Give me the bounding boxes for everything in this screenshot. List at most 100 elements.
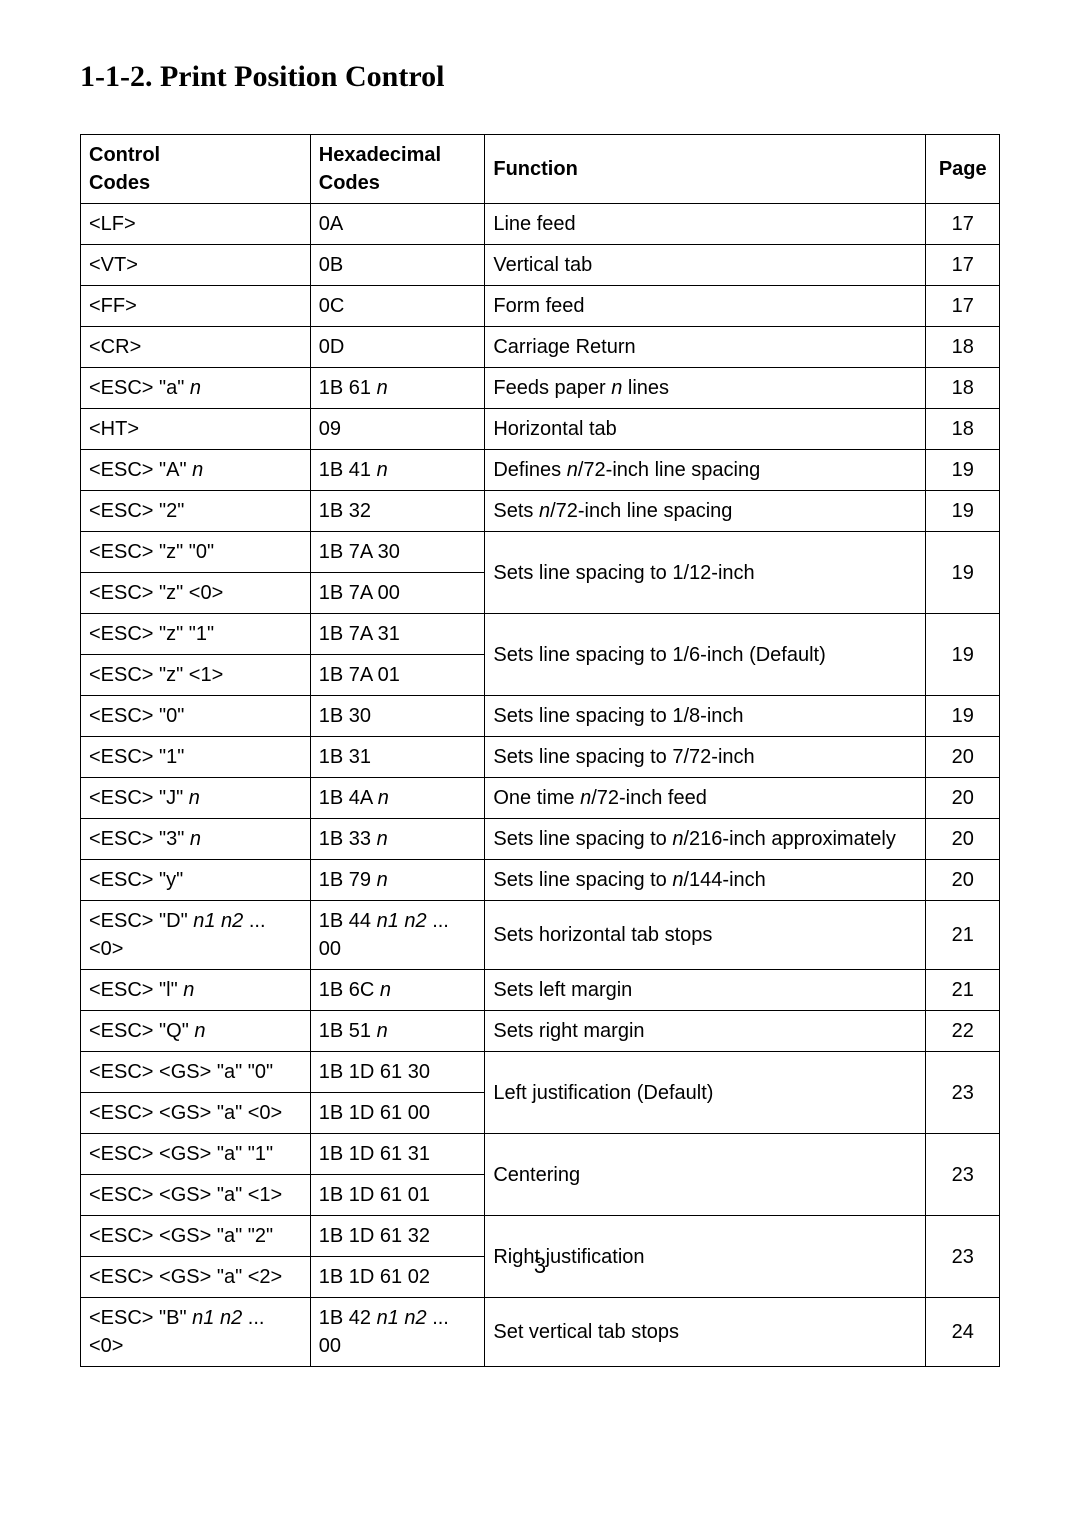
table-row: <LF>0ALine feed17	[81, 204, 1000, 245]
header-page: Page	[926, 135, 1000, 204]
cell-fn: Centering	[485, 1134, 926, 1216]
cell-fn: Sets n/72-inch line spacing	[485, 491, 926, 532]
cell-codes: <ESC> <GS> "a" "1"<ESC> <GS> "a" <1>	[81, 1134, 311, 1216]
cell-hex: 1B 51 n	[310, 1011, 485, 1052]
cell-hex: 1B 61 n	[310, 368, 485, 409]
cell-fn: Feeds paper n lines	[485, 368, 926, 409]
cell-hex: 0B	[310, 245, 485, 286]
table-row: <FF>0CForm feed17	[81, 286, 1000, 327]
cell-page: 19	[926, 696, 1000, 737]
cell-hex: 1B 4A n	[310, 778, 485, 819]
cell-codes: <ESC> "1"	[81, 737, 311, 778]
cell-hex: 0C	[310, 286, 485, 327]
cell-page: 20	[926, 737, 1000, 778]
cell-codes: <VT>	[81, 245, 311, 286]
cell-hex: 1B 7A 311B 7A 01	[310, 614, 485, 696]
command-table: ControlCodes HexadecimalCodes Function P…	[80, 134, 1000, 1367]
table-row: <ESC> "l" n1B 6C nSets left margin21	[81, 970, 1000, 1011]
cell-fn: Form feed	[485, 286, 926, 327]
cell-page: 20	[926, 778, 1000, 819]
cell-codes: <FF>	[81, 286, 311, 327]
cell-page: 19	[926, 614, 1000, 696]
cell-fn: Carriage Return	[485, 327, 926, 368]
cell-fn: Sets line spacing to 1/6-inch (Default)	[485, 614, 926, 696]
cell-codes: <ESC> "3" n	[81, 819, 311, 860]
cell-codes: <ESC> "z" "0"<ESC> "z" <0>	[81, 532, 311, 614]
table-row: <ESC> "1"1B 31Sets line spacing to 7/72-…	[81, 737, 1000, 778]
cell-page: 19	[926, 450, 1000, 491]
cell-hex: 1B 33 n	[310, 819, 485, 860]
cell-codes: <ESC> "2"	[81, 491, 311, 532]
cell-fn: Horizontal tab	[485, 409, 926, 450]
cell-codes: <ESC> "a" n	[81, 368, 311, 409]
cell-fn: Set vertical tab stops	[485, 1298, 926, 1367]
table-row: <ESC> "y"1B 79 nSets line spacing to n/1…	[81, 860, 1000, 901]
cell-hex: 1B 41 n	[310, 450, 485, 491]
cell-hex: 1B 30	[310, 696, 485, 737]
table-row: <ESC> "B" n1 n2 ... <0>1B 42 n1 n2 ... 0…	[81, 1298, 1000, 1367]
table-row: <HT>09Horizontal tab18	[81, 409, 1000, 450]
table-row: <ESC> "z" "0"<ESC> "z" <0>1B 7A 301B 7A …	[81, 532, 1000, 614]
table-row: <ESC> <GS> "a" "0"<ESC> <GS> "a" <0>1B 1…	[81, 1052, 1000, 1134]
cell-codes: <ESC> "y"	[81, 860, 311, 901]
cell-page: 21	[926, 970, 1000, 1011]
cell-fn: Sets line spacing to 1/8-inch	[485, 696, 926, 737]
section-title: 1-1-2. Print Position Control	[80, 60, 1000, 94]
cell-hex: 1B 1D 61 311B 1D 61 01	[310, 1134, 485, 1216]
cell-page: 22	[926, 1011, 1000, 1052]
table-row: <ESC> "z" "1"<ESC> "z" <1>1B 7A 311B 7A …	[81, 614, 1000, 696]
cell-fn: Sets right margin	[485, 1011, 926, 1052]
cell-hex: 1B 42 n1 n2 ... 00	[310, 1298, 485, 1367]
header-fn: Function	[485, 135, 926, 204]
document-page: 1-1-2. Print Position Control ControlCod…	[0, 0, 1080, 1529]
cell-fn: Sets line spacing to n/216-inch approxim…	[485, 819, 926, 860]
cell-hex: 1B 79 n	[310, 860, 485, 901]
cell-codes: <ESC> "Q" n	[81, 1011, 311, 1052]
table-row: <ESC> "D" n1 n2 ... <0>1B 44 n1 n2 ... 0…	[81, 901, 1000, 970]
cell-fn: One time n/72-inch feed	[485, 778, 926, 819]
cell-codes: <ESC> "0"	[81, 696, 311, 737]
cell-fn: Sets line spacing to n/144-inch	[485, 860, 926, 901]
table-header: ControlCodes HexadecimalCodes Function P…	[81, 135, 1000, 204]
cell-fn: Sets horizontal tab stops	[485, 901, 926, 970]
cell-fn: Sets line spacing to 7/72-inch	[485, 737, 926, 778]
cell-hex: 1B 6C n	[310, 970, 485, 1011]
table-row: <CR>0DCarriage Return18	[81, 327, 1000, 368]
cell-page: 23	[926, 1052, 1000, 1134]
table-body: <LF>0ALine feed17<VT>0BVertical tab17<FF…	[81, 204, 1000, 1367]
cell-hex: 1B 44 n1 n2 ... 00	[310, 901, 485, 970]
cell-codes: <ESC> "z" "1"<ESC> "z" <1>	[81, 614, 311, 696]
header-codes: ControlCodes	[81, 135, 311, 204]
cell-page: 18	[926, 409, 1000, 450]
cell-page: 20	[926, 819, 1000, 860]
cell-fn: Line feed	[485, 204, 926, 245]
cell-codes: <ESC> "B" n1 n2 ... <0>	[81, 1298, 311, 1367]
cell-codes: <HT>	[81, 409, 311, 450]
table-row: <ESC> "0"1B 30Sets line spacing to 1/8-i…	[81, 696, 1000, 737]
cell-page: 20	[926, 860, 1000, 901]
cell-codes: <ESC> "l" n	[81, 970, 311, 1011]
cell-hex: 1B 7A 301B 7A 00	[310, 532, 485, 614]
cell-page: 23	[926, 1134, 1000, 1216]
cell-hex: 09	[310, 409, 485, 450]
cell-fn: Sets line spacing to 1/12-inch	[485, 532, 926, 614]
cell-page: 19	[926, 532, 1000, 614]
table-row: <ESC> "A" n1B 41 nDefines n/72-inch line…	[81, 450, 1000, 491]
cell-codes: <ESC> "J" n	[81, 778, 311, 819]
table-row: <ESC> "J" n1B 4A nOne time n/72-inch fee…	[81, 778, 1000, 819]
table-row: <ESC> <GS> "a" "1"<ESC> <GS> "a" <1>1B 1…	[81, 1134, 1000, 1216]
cell-hex: 1B 31	[310, 737, 485, 778]
cell-fn: Sets left margin	[485, 970, 926, 1011]
cell-fn: Vertical tab	[485, 245, 926, 286]
cell-hex: 1B 1D 61 301B 1D 61 00	[310, 1052, 485, 1134]
cell-hex: 1B 32	[310, 491, 485, 532]
table-row: <ESC> "a" n1B 61 nFeeds paper n lines18	[81, 368, 1000, 409]
table-row: <ESC> "Q" n1B 51 nSets right margin22	[81, 1011, 1000, 1052]
cell-page: 21	[926, 901, 1000, 970]
cell-page: 17	[926, 286, 1000, 327]
cell-page: 18	[926, 368, 1000, 409]
table-row: <ESC> "2"1B 32Sets n/72-inch line spacin…	[81, 491, 1000, 532]
cell-page: 17	[926, 204, 1000, 245]
cell-codes: <ESC> "D" n1 n2 ... <0>	[81, 901, 311, 970]
cell-codes: <CR>	[81, 327, 311, 368]
